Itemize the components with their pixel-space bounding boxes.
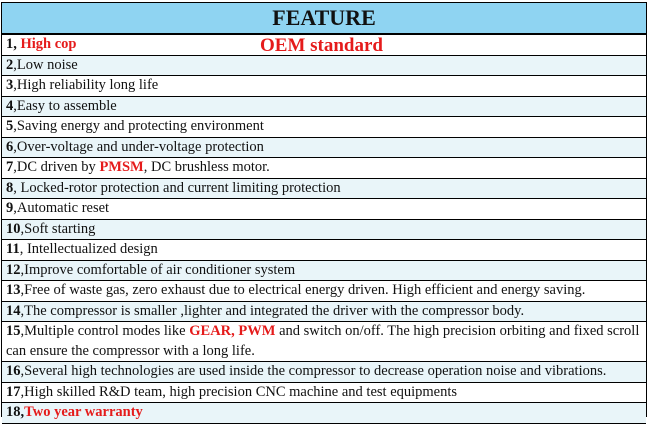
feature-row: 9,Automatic reset xyxy=(2,199,646,220)
feature-separator: , xyxy=(13,56,17,73)
feature-row: 1, High cop OEM standard xyxy=(2,35,646,56)
feature-row: 17,High skilled R&D team, high precision… xyxy=(2,383,646,403)
feature-number: 5 xyxy=(6,118,14,134)
feature-text: High skilled R&D team, high precision CN… xyxy=(24,383,458,400)
feature-highlight: Two year warranty xyxy=(24,404,143,420)
feature-number: 8 xyxy=(6,179,14,196)
feature-text: Multiple control modes like xyxy=(24,323,190,339)
feature-separator: , xyxy=(20,323,25,339)
feature-number: 3 xyxy=(6,77,14,93)
feature-row: 8, Locked-rotor protection and current l… xyxy=(2,178,646,199)
feature-text: Intellectualized design xyxy=(26,241,158,257)
feature-row: 2,Low noise xyxy=(2,55,646,76)
feature-number: 9 xyxy=(6,200,14,216)
feature-highlight: PMSM xyxy=(99,159,144,175)
feature-text: Locked-rotor protection and current limi… xyxy=(20,179,341,196)
feature-row: 4,Easy to assemble xyxy=(2,96,646,117)
feature-row: 14,The compressor is smaller ,lighter an… xyxy=(2,301,646,322)
feature-number: 14 xyxy=(6,302,21,319)
feature-text: The compressor is smaller ,lighter and i… xyxy=(24,302,525,319)
feature-text: , DC brushless motor. xyxy=(143,159,270,175)
feature-row: 6,Over-voltage and under-voltage protect… xyxy=(2,137,646,158)
feature-text: Free of waste gas, zero exhaust due to e… xyxy=(24,282,586,298)
feature-text: Easy to assemble xyxy=(16,97,117,114)
feature-text: Low noise xyxy=(16,56,78,73)
feature-text: DC driven by xyxy=(16,159,100,175)
feature-separator: , xyxy=(20,363,25,379)
feature-text: Soft starting xyxy=(24,220,96,237)
feature-separator: , xyxy=(20,261,25,278)
feature-number: 7 xyxy=(6,159,14,175)
feature-number: 1 xyxy=(6,36,14,52)
feature-number: 18 xyxy=(6,404,21,420)
feature-separator: , xyxy=(13,138,17,155)
feature-row: 7,DC driven by PMSM, DC brushless motor. xyxy=(2,158,646,179)
feature-number: 15 xyxy=(6,323,21,339)
feature-separator: , xyxy=(13,179,21,196)
feature-separator: , xyxy=(13,159,17,175)
feature-row: 11, Intellectualized design xyxy=(2,240,646,261)
feature-row: 16,Several high technologies are used in… xyxy=(2,362,646,383)
feature-row: 5,Saving energy and protecting environme… xyxy=(2,117,646,138)
oem-badge: OEM standard xyxy=(260,35,383,56)
feature-row: 13,Free of waste gas, zero exhaust due t… xyxy=(2,281,646,302)
feature-row: 12,Improve comfortable of air conditione… xyxy=(2,260,646,281)
feature-number: 10 xyxy=(6,220,21,237)
feature-text: Several high technologies are used insid… xyxy=(24,363,607,379)
feature-text: Automatic reset xyxy=(16,200,110,216)
feature-list: 1, High cop OEM standard 2,Low noise 3,High… xyxy=(2,35,646,424)
feature-text: Saving energy and protecting environment xyxy=(16,118,264,134)
feature-separator: , xyxy=(13,200,17,216)
feature-highlight: GEAR, PWM xyxy=(189,323,276,339)
feature-number: 13 xyxy=(6,282,21,298)
feature-number: 11 xyxy=(6,241,20,257)
feature-separator: , xyxy=(13,97,17,114)
feature-text: and switch on/off. The high precision or… xyxy=(6,323,640,359)
table-header: FEATURE xyxy=(2,3,646,35)
feature-separator: , xyxy=(19,241,27,257)
feature-separator: , xyxy=(13,118,17,134)
feature-separator: , xyxy=(20,282,25,298)
feature-text: Improve comfortable of air conditioner s… xyxy=(24,261,296,278)
feature-separator: , xyxy=(13,36,21,52)
feature-number: 16 xyxy=(6,363,21,379)
feature-number: 17 xyxy=(6,383,21,400)
feature-row: 3,High reliability long life xyxy=(2,76,646,97)
feature-separator: , xyxy=(20,220,25,237)
feature-separator: , xyxy=(13,77,17,93)
feature-text: High reliability long life xyxy=(16,77,159,93)
feature-separator: , xyxy=(20,302,25,319)
feature-text: Over-voltage and under-voltage protectio… xyxy=(16,138,264,155)
feature-number: 12 xyxy=(6,261,21,278)
feature-highlight: High cop xyxy=(20,36,77,52)
feature-number: 2 xyxy=(6,56,14,73)
feature-row: 18,Two year warranty xyxy=(2,403,646,424)
feature-row: 15,Multiple control modes like GEAR, PWM… xyxy=(2,322,646,362)
feature-row: 10,Soft starting xyxy=(2,219,646,240)
feature-separator: , xyxy=(20,404,25,420)
feature-number: 6 xyxy=(6,138,14,155)
feature-number: 4 xyxy=(6,97,14,114)
feature-separator: , xyxy=(20,383,25,400)
